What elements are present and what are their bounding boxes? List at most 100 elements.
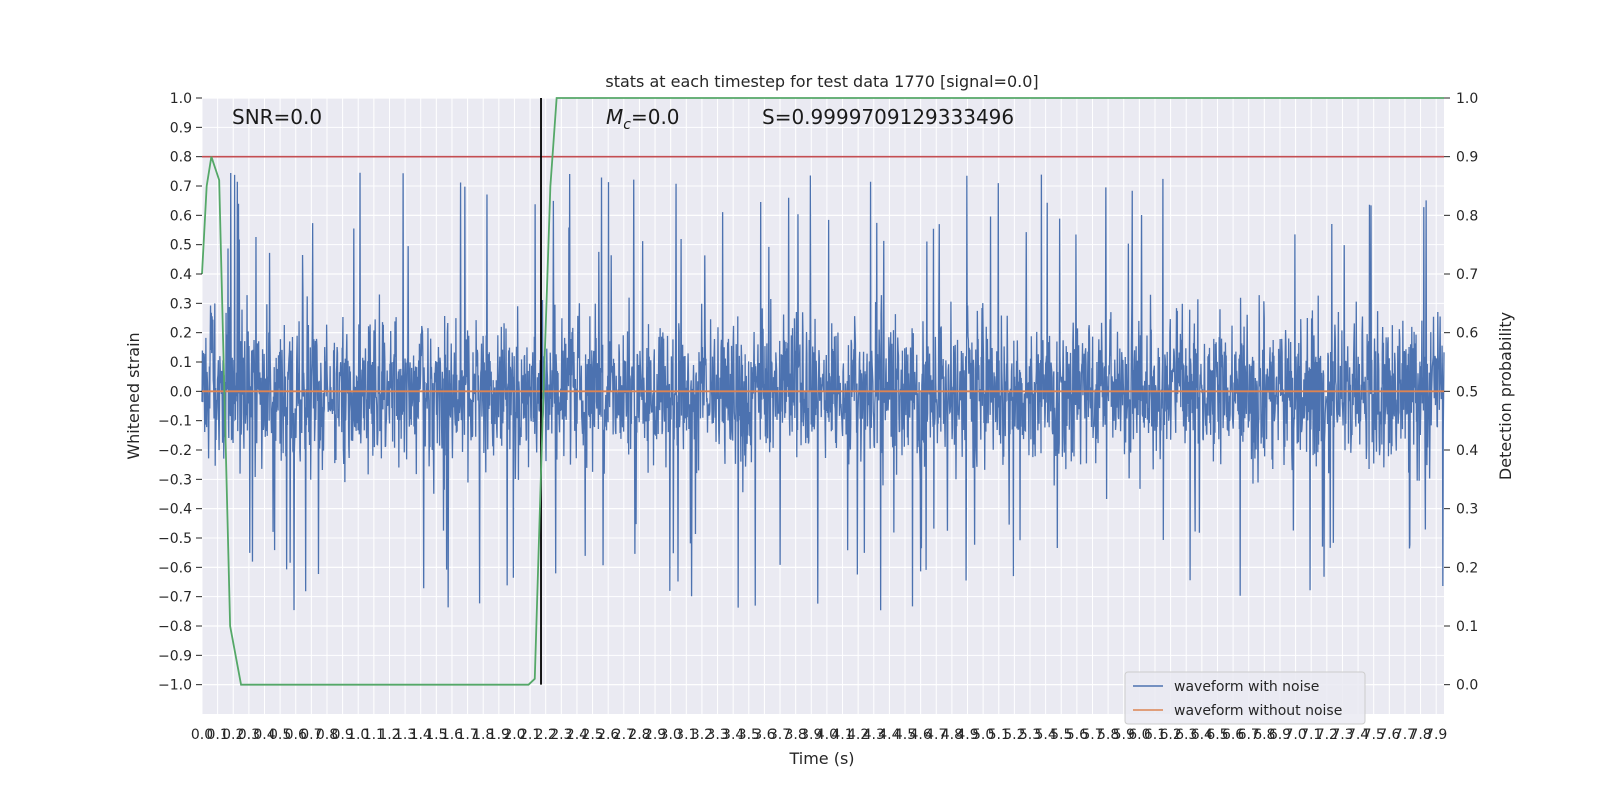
mc-annotation: Mc=0.0 bbox=[606, 105, 680, 133]
x-tick-label: 2.0 bbox=[503, 727, 525, 743]
x-tick-label: 7.4 bbox=[1347, 727, 1369, 743]
x-tick-label: 0.2 bbox=[222, 727, 244, 743]
x-tick-label: 6.5 bbox=[1206, 727, 1228, 743]
x-tick-label: 1.4 bbox=[410, 727, 432, 743]
y2-tick-label: 0.1 bbox=[1456, 619, 1478, 635]
x-tick-label: 5.8 bbox=[1097, 727, 1119, 743]
x-tick-label: 5.3 bbox=[1019, 727, 1041, 743]
y-tick-label: 0.7 bbox=[170, 179, 192, 195]
y-tick-label: 0.8 bbox=[170, 150, 192, 166]
x-tick-label: 6.4 bbox=[1191, 727, 1213, 743]
x-tick-label: 5.4 bbox=[1034, 727, 1056, 743]
x-tick-label: 1.7 bbox=[456, 727, 478, 743]
x-tick-label: 0.9 bbox=[331, 727, 353, 743]
y-tick-label: −0.2 bbox=[158, 443, 192, 459]
snr-annotation: SNR=0.0 bbox=[232, 105, 322, 129]
mc-value: =0.0 bbox=[631, 105, 680, 129]
y-tick-label: −1.0 bbox=[158, 678, 192, 694]
probability-line bbox=[201, 97, 1444, 686]
x-tick-label: 2.3 bbox=[550, 727, 572, 743]
x-tick-label: 5.7 bbox=[1081, 727, 1103, 743]
y2-tick-label: 0.5 bbox=[1456, 384, 1478, 400]
x-tick-label: 4.7 bbox=[925, 727, 947, 743]
y-tick-label: −0.9 bbox=[158, 648, 192, 664]
x-tick-label: 7.2 bbox=[1316, 727, 1338, 743]
y-tick-label: 1.0 bbox=[170, 91, 192, 107]
x-tick-label: 5.0 bbox=[972, 727, 994, 743]
x-tick-label: 7.7 bbox=[1394, 727, 1416, 743]
x-tick-label: 3.3 bbox=[706, 727, 728, 743]
x-tick-label: 5.5 bbox=[1050, 727, 1072, 743]
x-tick-label: 1.1 bbox=[363, 727, 385, 743]
x-tick-label: 1.9 bbox=[488, 727, 510, 743]
x-tick-label: 3.0 bbox=[660, 727, 682, 743]
x-axis-label: Time (s) bbox=[788, 749, 854, 768]
y2-tick-label: 0.4 bbox=[1456, 443, 1478, 459]
x-tick-label: 0.4 bbox=[253, 727, 275, 743]
x-tick-label: 3.2 bbox=[691, 727, 713, 743]
y2-tick-label: 0.3 bbox=[1456, 502, 1478, 518]
x-tick-label: 2.2 bbox=[535, 727, 557, 743]
x-tick-label: 3.8 bbox=[785, 727, 807, 743]
x-tick-label: 6.2 bbox=[1159, 727, 1181, 743]
x-tick-label: 4.4 bbox=[878, 727, 900, 743]
x-tick-label: 6.9 bbox=[1269, 727, 1291, 743]
x-tick-label: 2.1 bbox=[519, 727, 541, 743]
y-tick-label: −0.5 bbox=[158, 531, 192, 547]
series-detection-probability bbox=[201, 97, 1444, 686]
x-tick-label: 7.5 bbox=[1363, 727, 1385, 743]
y-tick-label: −0.3 bbox=[158, 472, 192, 488]
series-waveform-with-noise bbox=[201, 172, 1445, 611]
y-tick-label: −0.4 bbox=[158, 502, 192, 518]
x-tick-label: 4.1 bbox=[831, 727, 853, 743]
y-tick-label: 0.9 bbox=[170, 120, 192, 136]
x-tick-label: 1.8 bbox=[472, 727, 494, 743]
x-tick-label: 2.8 bbox=[628, 727, 650, 743]
y2-tick-label: 0.7 bbox=[1456, 267, 1478, 283]
x-tick-label: 5.6 bbox=[1066, 727, 1088, 743]
x-tick-label: 6.7 bbox=[1238, 727, 1260, 743]
y-tick-label: 0.0 bbox=[170, 384, 192, 400]
x-tick-label: 1.6 bbox=[441, 727, 463, 743]
y-tick-label: 0.4 bbox=[170, 267, 192, 283]
x-tick-label: 3.5 bbox=[738, 727, 760, 743]
y2-tick-label: 0.2 bbox=[1456, 560, 1478, 576]
x-tick-label: 4.9 bbox=[956, 727, 978, 743]
y-axis-ticks: 1.0 0.9 0.8 0.7 0.6 0.5 0.4 0.3 0.2 0.1 0.0 −0.1 −0.… bbox=[158, 91, 202, 694]
x-tick-label: 3.4 bbox=[722, 727, 744, 743]
y2-axis-ticks: 1.0 0.9 0.8 0.7 0.6 0.5 0.4 0.3 0.2 0.1 0.0 bbox=[1444, 91, 1478, 694]
x-tick-label: 5.1 bbox=[988, 727, 1010, 743]
x-tick-label: 0.6 bbox=[285, 727, 307, 743]
y-tick-label: −0.6 bbox=[158, 560, 192, 576]
y-tick-label: −0.7 bbox=[158, 590, 192, 606]
y2-tick-label: 0.9 bbox=[1456, 150, 1478, 166]
x-tick-label: 7.3 bbox=[1331, 727, 1353, 743]
x-tick-label: 1.0 bbox=[347, 727, 369, 743]
x-tick-label: 2.4 bbox=[566, 727, 588, 743]
x-tick-label: 3.7 bbox=[769, 727, 791, 743]
x-tick-label: 3.9 bbox=[800, 727, 822, 743]
x-tick-label: 2.7 bbox=[613, 727, 635, 743]
x-tick-label: 7.9 bbox=[1425, 727, 1447, 743]
x-tick-label: 4.2 bbox=[847, 727, 869, 743]
y-tick-label: 0.6 bbox=[170, 208, 192, 224]
x-tick-label: 2.6 bbox=[597, 727, 619, 743]
x-tick-label: 5.2 bbox=[1003, 727, 1025, 743]
x-tick-label: 0.5 bbox=[269, 727, 291, 743]
legend-box bbox=[1124, 671, 1366, 725]
mc-symbol: M bbox=[606, 105, 623, 129]
x-tick-label: 6.3 bbox=[1175, 727, 1197, 743]
x-tick-label: 6.8 bbox=[1253, 727, 1275, 743]
x-tick-label: 2.9 bbox=[644, 727, 666, 743]
y2-axis-label: Detection probability bbox=[1496, 312, 1515, 480]
x-axis-ticks: 0.00.10.20.30.40.50.60.70.80.91.01.11.21… bbox=[191, 727, 1447, 743]
y2-tick-label: 1.0 bbox=[1456, 91, 1478, 107]
legend: waveform with noise waveform without noi… bbox=[1124, 671, 1366, 725]
y-axis-label: Whitened strain bbox=[124, 332, 143, 459]
x-tick-label: 7.6 bbox=[1378, 727, 1400, 743]
x-tick-label: 1.3 bbox=[394, 727, 416, 743]
x-tick-label: 4.5 bbox=[894, 727, 916, 743]
x-tick-label: 3.6 bbox=[753, 727, 775, 743]
x-tick-label: 1.2 bbox=[378, 727, 400, 743]
